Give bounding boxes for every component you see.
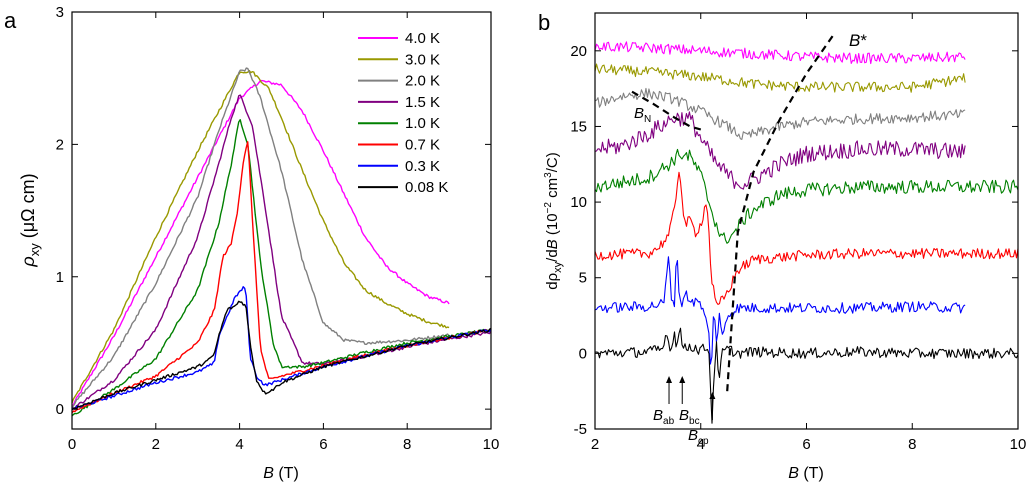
b-series-1-0-k	[594, 148, 1019, 244]
legend-label-0-08-k: 0.08 K	[405, 179, 448, 196]
legend-label-2-0-k: 2.0 K	[405, 73, 440, 90]
panel-b-guide-lines	[631, 35, 834, 392]
b-y-tick-label: 15	[570, 118, 587, 135]
panel-b-x-axis-label: B (T)	[788, 465, 824, 482]
b-series-0-7-k	[594, 171, 1019, 305]
b-y-tick-label: -5	[574, 421, 587, 438]
a-y-tick-label: 3	[56, 4, 64, 21]
b-cp-annotation: Bcp	[688, 427, 709, 447]
panel-b-x-ticks: 2 4 6 8 10	[591, 13, 1027, 453]
panel-a-y-axis-label: ρxy (μΩ cm)	[18, 173, 42, 267]
a-series-4-0-k	[71, 79, 450, 407]
panel-b-frame	[594, 12, 1019, 430]
arrow-head	[666, 376, 673, 383]
a-series-0-08-k	[71, 300, 492, 411]
panel-b-y-ticks: -5 0 5 10 15 20	[570, 43, 1018, 438]
legend-label-0-7-k: 0.7 K	[405, 137, 440, 154]
b-ab-annotation: Bab	[653, 407, 675, 427]
panel-a: a 0 2 4 6 8 10 0 1 2 3 B (T) ρxy (μΩ cm) 4.0 K 3.…	[4, 4, 499, 482]
b-y-tick-label: 20	[570, 43, 587, 60]
panel-b-arrows	[666, 376, 716, 420]
b-x-tick-label: 2	[591, 436, 599, 453]
a-x-tick-label: 10	[483, 436, 500, 453]
b-y-tick-label: 0	[579, 345, 587, 362]
b-series-3-0-k	[594, 63, 966, 93]
a-x-tick-label: 6	[319, 436, 327, 453]
b-series-0-3-k	[594, 256, 966, 365]
a-series-3-0-k	[71, 69, 450, 404]
panel-b-series	[594, 41, 1019, 424]
legend-label-1-5-k: 1.5 K	[405, 94, 440, 111]
panel-b-y-axis-label: dρxy/dB (10−2 cm3/C)	[543, 152, 564, 289]
panel-a-x-axis-label: B (T)	[263, 465, 299, 482]
panel-b: b 2 4 6 8 10 -5 0 5 10 15 20 B (T) dρxy/dB (10−2 …	[538, 10, 1026, 482]
panel-a-legend: 4.0 K 3.0 K 2.0 K 1.5 K 1.0 K 0.7 K 0.3 K 0.08 …	[358, 30, 448, 196]
b-series-1-5-k	[594, 111, 966, 190]
a-x-tick-label: 8	[403, 436, 411, 453]
arrow-head	[709, 392, 716, 399]
b-x-tick-label: 4	[697, 436, 705, 453]
a-series-1-0-k	[71, 118, 492, 417]
b-x-tick-label: 8	[908, 436, 916, 453]
panel-a-label: a	[4, 8, 17, 33]
b-y-tick-label: 5	[579, 270, 587, 287]
b-series-4-0-k	[594, 41, 966, 65]
panel-a-frame	[71, 11, 492, 430]
legend-label-1-0-k: 1.0 K	[405, 115, 440, 132]
dashed-b-n-guide	[631, 90, 702, 131]
panel-a-x-ticks: 0 2 4 6 8 10	[68, 12, 500, 453]
a-x-tick-label: 0	[68, 436, 76, 453]
a-series-0-3-k	[71, 286, 492, 410]
b-series-2-0-k	[594, 87, 966, 140]
a-y-tick-label: 1	[56, 269, 64, 286]
a-x-tick-label: 4	[235, 436, 243, 453]
b-n-annotation: BN	[634, 105, 651, 125]
a-y-tick-label: 0	[56, 401, 64, 418]
b-x-tick-label: 10	[1010, 436, 1027, 453]
panel-a-y-ticks: 0 1 2 3	[56, 4, 491, 418]
a-series-2-0-k	[71, 67, 450, 409]
b-bc-annotation: Bbc	[679, 407, 700, 427]
legend-label-0-3-k: 0.3 K	[405, 158, 440, 175]
a-y-tick-label: 2	[56, 136, 64, 153]
arrow-head	[679, 376, 686, 383]
b-series-0-08-k	[594, 327, 1019, 424]
b-star-annotation: B*	[849, 31, 867, 50]
b-x-tick-label: 6	[802, 436, 810, 453]
legend-label-3-0-k: 3.0 K	[405, 51, 440, 68]
legend-label-4-0-k: 4.0 K	[405, 30, 440, 47]
a-x-tick-label: 2	[152, 436, 160, 453]
dashed-b-star-guide	[726, 35, 834, 392]
b-y-tick-label: 10	[570, 194, 587, 211]
panel-a-series	[71, 67, 492, 417]
panel-b-label: b	[538, 10, 550, 35]
